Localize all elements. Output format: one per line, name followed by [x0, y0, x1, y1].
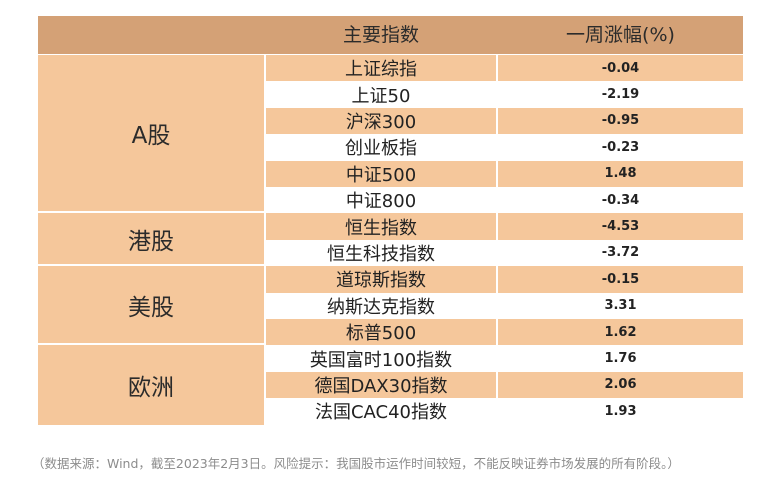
- table-row: 道琼斯指数 -0.15: [266, 266, 743, 293]
- weekly-change-value: -0.95: [601, 113, 640, 129]
- index-name: 恒生指数: [345, 217, 417, 239]
- group-cell: 美股: [38, 266, 264, 344]
- weekly-change-value: -2.19: [601, 87, 640, 103]
- index-name: 沪深300: [345, 111, 417, 133]
- group-cell: A股: [38, 55, 264, 212]
- index-name: 中证500: [345, 164, 417, 186]
- table-row: 恒生指数 -4.53: [266, 213, 743, 240]
- header-index-name: 主要指数: [342, 24, 419, 46]
- table-row: 上证50 -2.19: [266, 81, 743, 108]
- table-row: 德国DAX30指数 2.06: [266, 371, 743, 399]
- source-risk-note: （数据来源：Wind，截至2023年2月3日。风险提示：我国股市运作时间较短，不…: [32, 456, 680, 471]
- weekly-change-value: 1.62: [604, 324, 637, 340]
- weekly-change-value: 2.06: [604, 377, 637, 393]
- index-weekly-change-table: 主要指数 一周涨幅(%) A股 上证综指 -0.04 上证50 -2.19 沪深300 -0…: [38, 16, 743, 444]
- table-row: 沪深300 -0.95: [266, 107, 743, 135]
- index-name: 德国DAX30指数: [314, 375, 448, 397]
- table-row: 纳斯达克指数 3.31: [266, 292, 743, 319]
- index-name: 道琼斯指数: [336, 270, 426, 292]
- table-row: 中证500 1.48: [266, 160, 743, 187]
- table-row: 标普500 1.62: [266, 319, 743, 346]
- index-name: 恒生科技指数: [327, 243, 435, 265]
- group-label: 港股: [128, 228, 174, 255]
- table-row: 中证800 -0.34: [266, 187, 743, 214]
- weekly-change-value: -3.72: [601, 245, 640, 261]
- index-name: 英国富时100指数: [309, 349, 453, 371]
- weekly-change-value: -0.15: [601, 271, 640, 287]
- index-name: 上证综指: [345, 59, 417, 81]
- weekly-change-value: -0.04: [601, 60, 640, 76]
- index-name: 法国CAC40指数: [314, 402, 448, 424]
- table-row: 创业板指 -0.23: [266, 134, 743, 161]
- table-row: 上证综指 -0.04: [266, 55, 743, 82]
- weekly-change-value: 1.93: [604, 403, 637, 419]
- weekly-change-value: 3.31: [604, 298, 637, 314]
- group-cell: 港股: [38, 213, 264, 265]
- table-row: 恒生科技指数 -3.72: [266, 239, 743, 267]
- weekly-change-value: 1.48: [604, 166, 637, 182]
- table-header: 主要指数 一周涨幅(%): [38, 16, 743, 54]
- column-divider: [496, 54, 498, 444]
- index-name: 创业板指: [345, 138, 417, 160]
- group-label: 美股: [128, 294, 174, 321]
- weekly-change-value: -0.23: [601, 139, 640, 155]
- weekly-change-value: -4.53: [601, 219, 640, 235]
- group-label: A股: [131, 123, 171, 150]
- weekly-change-value: -0.34: [601, 192, 640, 208]
- group-label: 欧洲: [128, 374, 174, 401]
- group-cell: 欧洲: [38, 345, 264, 425]
- index-name: 上证50: [351, 85, 411, 107]
- index-name: 中证800: [345, 191, 417, 213]
- index-name: 标普500: [345, 323, 417, 345]
- table-row: 法国CAC40指数 1.93: [266, 398, 743, 425]
- index-name: 纳斯达克指数: [327, 296, 435, 318]
- table-row: 英国富时100指数 1.76: [266, 345, 743, 372]
- header-weekly-change: 一周涨幅(%): [566, 24, 675, 46]
- weekly-change-value: 1.76: [604, 351, 637, 367]
